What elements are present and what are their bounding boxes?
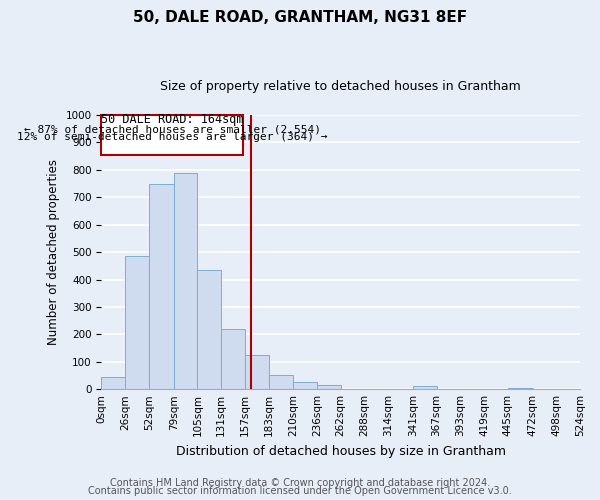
- Text: 50, DALE ROAD, GRANTHAM, NG31 8EF: 50, DALE ROAD, GRANTHAM, NG31 8EF: [133, 10, 467, 25]
- Bar: [197, 270, 221, 389]
- Bar: [245, 355, 269, 389]
- Bar: [173, 172, 197, 389]
- Bar: [269, 375, 293, 389]
- Y-axis label: Number of detached properties: Number of detached properties: [47, 159, 60, 345]
- Bar: [221, 329, 245, 389]
- Bar: [149, 184, 173, 389]
- Text: ← 87% of detached houses are smaller (2,554): ← 87% of detached houses are smaller (2,…: [24, 124, 321, 134]
- Text: Contains HM Land Registry data © Crown copyright and database right 2024.: Contains HM Land Registry data © Crown c…: [110, 478, 490, 488]
- Text: 12% of semi-detached houses are larger (364) →: 12% of semi-detached houses are larger (…: [17, 132, 328, 142]
- X-axis label: Distribution of detached houses by size in Grantham: Distribution of detached houses by size …: [176, 444, 506, 458]
- Bar: [413, 386, 437, 389]
- Bar: [125, 256, 149, 389]
- Bar: [293, 382, 317, 389]
- Text: 50 DALE ROAD: 164sqm: 50 DALE ROAD: 164sqm: [101, 114, 244, 126]
- Title: Size of property relative to detached houses in Grantham: Size of property relative to detached ho…: [160, 80, 521, 93]
- FancyBboxPatch shape: [101, 115, 243, 155]
- Text: Contains public sector information licensed under the Open Government Licence v3: Contains public sector information licen…: [88, 486, 512, 496]
- Bar: [508, 388, 533, 389]
- Bar: [101, 377, 125, 389]
- Bar: [317, 385, 341, 389]
